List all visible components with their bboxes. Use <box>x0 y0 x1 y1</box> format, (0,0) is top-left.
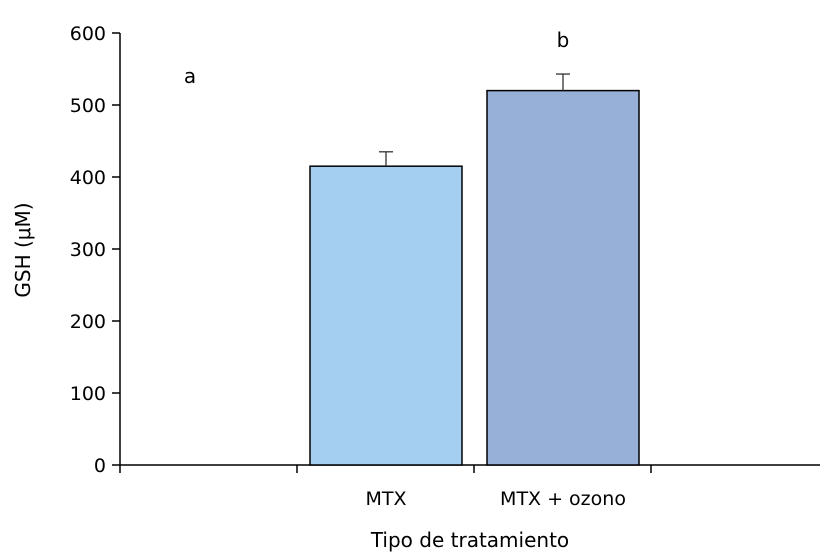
y-tick-label: 600 <box>70 23 106 45</box>
y-tick-label: 200 <box>70 311 106 333</box>
x-axis-title: Tipo de tratamiento <box>370 528 569 552</box>
x-tick-label: MTX <box>365 488 406 510</box>
y-tick-label: 400 <box>70 167 106 189</box>
x-tick-label: MTX + ozono <box>500 488 626 510</box>
x-tick-labels: MTX MTX + ozono <box>365 488 625 510</box>
y-axis: 0 100 200 300 400 500 600 <box>70 23 121 477</box>
error-bars <box>379 73 570 167</box>
bar-2 <box>486 89 640 466</box>
bars <box>309 89 640 466</box>
y-axis-title: GSH (μM) <box>11 202 35 297</box>
annotation-a: a <box>184 64 196 88</box>
y-tick-label: 300 <box>70 239 106 261</box>
bar-1 <box>309 165 463 466</box>
y-tick-label: 0 <box>94 455 106 477</box>
y-tick-label: 100 <box>70 383 106 405</box>
y-tick-label: 500 <box>70 95 106 117</box>
x-axis <box>119 464 820 473</box>
annotation-b: b <box>557 28 570 52</box>
annotations: ab <box>184 28 569 88</box>
